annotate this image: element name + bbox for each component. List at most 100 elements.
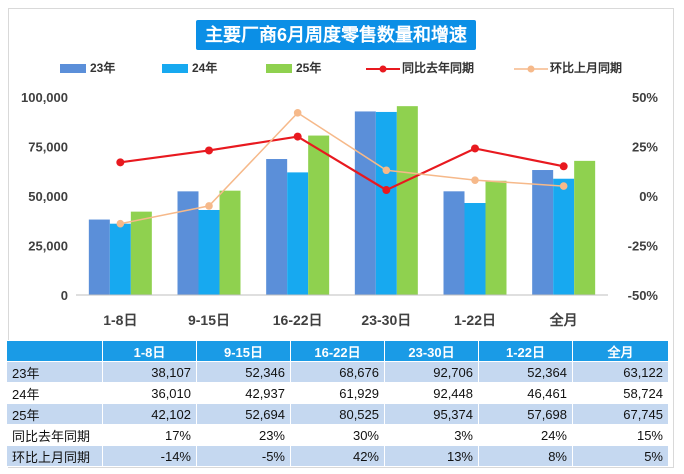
- table-cell: 17%: [102, 424, 197, 446]
- table-cell: 57,698: [478, 403, 573, 425]
- table-row: 同比去年同期 17% 23% 30% 3% 24% 15%: [6, 424, 669, 446]
- table-header-cell: 1-22日: [478, 340, 573, 362]
- point-同比去年同期-全月: [559, 162, 568, 171]
- bar-24年-23-30日: [375, 111, 397, 295]
- table-header-cell: 9-15日: [196, 340, 291, 362]
- bar-24年-16-22日: [287, 172, 309, 295]
- table-row-label: 23年: [6, 361, 103, 383]
- y-right-tick-label: 50%: [632, 90, 658, 105]
- table-cell: 52,694: [196, 403, 291, 425]
- chart-legend: 23年 24年 25年 同比去年同期 环比上月同期: [0, 60, 684, 76]
- table-cell: 92,448: [384, 382, 479, 404]
- legend-swatch-23: [60, 64, 86, 74]
- table-cell: 58,724: [572, 382, 669, 404]
- y-left-tick-label: 25,000: [28, 239, 68, 254]
- point-环比上月同期-1-22日: [471, 176, 479, 184]
- table-header-cell: [6, 340, 103, 362]
- table-cell: 80,525: [290, 403, 385, 425]
- legend-label-23: 23年: [90, 61, 116, 75]
- legend-label-mom: 环比上月同期: [550, 61, 623, 75]
- chart-frame: [8, 8, 674, 468]
- point-环比上月同期-16-22日: [293, 109, 302, 117]
- table-header-cell: 23-30日: [384, 340, 479, 362]
- table-cell: 61,929: [290, 382, 385, 404]
- table-cell: 68,676: [290, 361, 385, 383]
- point-同比去年同期-9-15日: [205, 146, 213, 155]
- y-right-tick-label: -25%: [628, 239, 659, 254]
- legend-item-25: 25年: [266, 60, 321, 76]
- bar-24年-1-22日: [464, 203, 486, 295]
- table-row-label: 25年: [6, 403, 103, 425]
- bar-24年-9-15日: [198, 209, 220, 295]
- table-cell: 42,102: [102, 403, 197, 425]
- table-cell: -5%: [196, 445, 291, 467]
- table-cell: 92,706: [384, 361, 479, 383]
- point-同比去年同期-1-8日: [116, 158, 125, 167]
- x-tick-label: 16-22日: [273, 312, 323, 328]
- legend-swatch-24: [162, 64, 188, 74]
- bar-23年-全月: [532, 170, 554, 295]
- x-tick-label: 1-22日: [454, 312, 496, 328]
- legend-item-yoy: 同比去年同期: [366, 60, 474, 76]
- y-left-tick-label: 100,000: [21, 90, 68, 105]
- table-row: 24年 36,010 42,937 61,929 92,448 46,461 58,724: [6, 382, 669, 404]
- table-cell: -14%: [102, 445, 197, 467]
- x-tick-label: 9-15日: [188, 312, 230, 328]
- legend-item-23: 23年: [60, 60, 115, 76]
- table-cell: 36,010: [102, 382, 197, 404]
- table-header-cell: 1-8日: [102, 340, 197, 362]
- bar-25年-23-30日: [396, 106, 418, 295]
- bar-24年-全月: [553, 178, 575, 295]
- y-left-tick-label: 0: [61, 288, 68, 303]
- x-tick-label: 1-8日: [103, 312, 137, 328]
- table-cell: 23%: [196, 424, 291, 446]
- point-同比去年同期-16-22日: [293, 132, 302, 141]
- table-cell: 95,374: [384, 403, 479, 425]
- table-cell: 42%: [290, 445, 385, 467]
- bar-23年-16-22日: [266, 159, 288, 295]
- table-header-cell: 16-22日: [290, 340, 385, 362]
- y-right-tick-label: -50%: [628, 288, 659, 303]
- table-cell: 5%: [572, 445, 669, 467]
- table-cell: 52,364: [478, 361, 573, 383]
- table-header-cell: 全月: [572, 340, 669, 362]
- bar-25年-1-22日: [485, 180, 507, 295]
- table-row-label: 24年: [6, 382, 103, 404]
- x-tick-label: 23-30日: [361, 312, 411, 328]
- bar-23年-23-30日: [354, 111, 376, 295]
- line-环比上月同期: [120, 111, 564, 225]
- line-同比去年同期: [120, 135, 564, 192]
- bar-24年-1-8日: [109, 223, 131, 295]
- chart-plot: 0 25,000 50,000 75,000 100,000 -50% -25% 0% 25% 5…: [21, 90, 659, 328]
- point-环比上月同期-全月: [559, 182, 568, 190]
- data-table: 1-8日 9-15日 16-22日 23-30日 1-22日 全月 23年 38,107 52,…: [6, 340, 669, 467]
- y-left-tick-label: 75,000: [28, 140, 68, 155]
- bar-23年-1-8日: [88, 219, 110, 295]
- table-header-row: 1-8日 9-15日 16-22日 23-30日 1-22日 全月: [6, 340, 669, 362]
- bar-25年-全月: [574, 160, 596, 295]
- legend-label-24: 24年: [192, 61, 218, 75]
- point-同比去年同期-1-22日: [471, 144, 479, 153]
- y-right-tick-label: 0%: [639, 189, 658, 204]
- table-row: 23年 38,107 52,346 68,676 92,706 52,364 63,122: [6, 361, 669, 383]
- table-cell: 42,937: [196, 382, 291, 404]
- chart-title: 主要厂商6月周度零售数量和增速: [196, 20, 476, 50]
- table-row-label: 环比上月同期: [6, 445, 103, 467]
- legend-item-mom: 环比上月同期: [514, 60, 622, 76]
- table-row: 25年 42,102 52,694 80,525 95,374 57,698 67,745: [6, 403, 669, 425]
- table-cell: 67,745: [572, 403, 669, 425]
- table-cell: 3%: [384, 424, 479, 446]
- bar-25年-9-15日: [219, 190, 241, 295]
- bar-25年-1-8日: [130, 211, 152, 295]
- legend-swatch-25: [266, 64, 292, 74]
- table-row-label: 同比去年同期: [6, 424, 103, 446]
- table-cell: 15%: [572, 424, 669, 446]
- table-cell: 52,346: [196, 361, 291, 383]
- legend-item-24: 24年: [162, 60, 217, 76]
- y-right-tick-label: 25%: [632, 140, 658, 155]
- table-cell: 24%: [478, 424, 573, 446]
- bar-25年-16-22日: [308, 135, 330, 295]
- table-cell: 46,461: [478, 382, 573, 404]
- legend-label-25: 25年: [296, 61, 322, 75]
- legend-line-mom-icon: [514, 65, 548, 73]
